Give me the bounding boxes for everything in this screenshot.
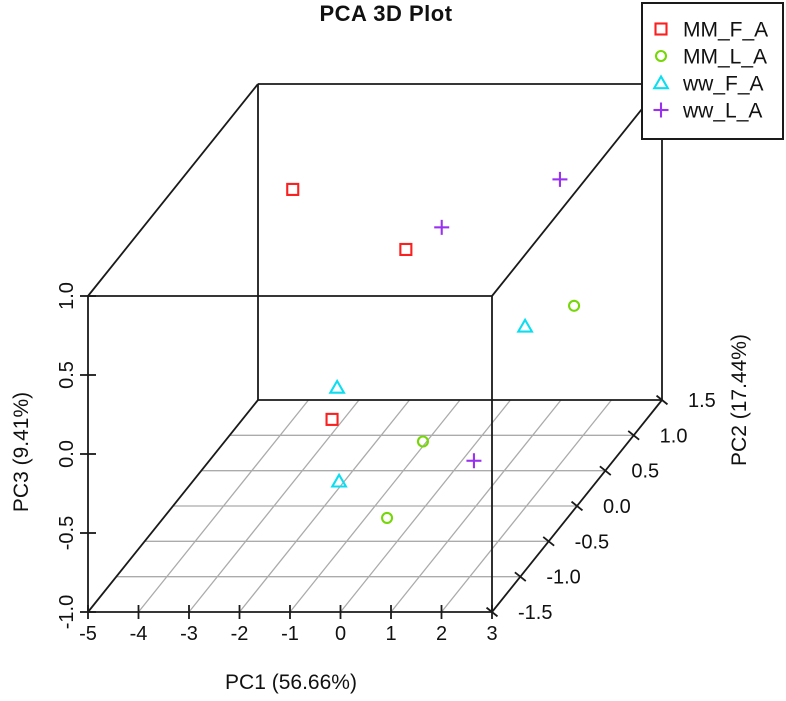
square-marker: [286, 182, 300, 196]
circle-marker: [380, 511, 394, 524]
square-marker: [325, 412, 339, 426]
pc2-tick-label: 0.0: [603, 496, 631, 518]
pc3-tick-label: 0.5: [56, 361, 78, 389]
legend-item-ww_F_A: ww_F_A: [652, 73, 764, 96]
pc1-tick-label: 2: [436, 623, 447, 645]
axis-titles: PC1 (56.66%) PC3 (9.41%) PC2 (17.44%): [10, 334, 751, 694]
legend-item-MM_L_A: MM_L_A: [654, 46, 767, 69]
pc1-tick-label: -3: [180, 623, 198, 645]
square-marker: [399, 242, 413, 257]
pc2-tick-label: -0.5: [575, 531, 609, 553]
pc1-tick-label: -4: [130, 623, 148, 645]
pc1-tick-label: -1: [281, 623, 299, 645]
pc2-tick-label: -1.5: [518, 602, 552, 624]
pc1-tick-label: -5: [79, 623, 97, 645]
pc2-tick-label: 1.0: [660, 425, 688, 447]
plus-marker: [434, 219, 450, 235]
legend-label: ww_F_A: [682, 73, 764, 96]
legend-item-MM_F_A: MM_F_A: [654, 19, 768, 42]
axis-ticks: [80, 295, 669, 619]
pc3-tick-label: 1.0: [56, 282, 78, 310]
legend: MM_F_A MM_L_A ww_F_A ww_L_A: [641, 2, 784, 140]
legend-label: ww_L_A: [682, 100, 762, 123]
legend-label: MM_F_A: [683, 19, 768, 42]
circle-marker: [568, 299, 581, 312]
pc2-tick-label: -1.0: [546, 567, 580, 589]
pc2-tick-label: 0.5: [631, 461, 659, 483]
series-ww_L_A: [434, 171, 568, 469]
pc1-tick-label: 1: [385, 623, 396, 645]
square-marker: [654, 22, 668, 36]
legend-label: MM_L_A: [683, 46, 767, 69]
plus-marker: [552, 171, 568, 187]
axis-label-pc3: PC3 (9.41%): [10, 392, 33, 512]
plus-marker: [653, 102, 669, 118]
triangle-marker: [652, 74, 670, 90]
triangle-marker: [328, 378, 346, 394]
pc1-tick-label: 0: [335, 623, 346, 645]
chart-title: PCA 3D Plot: [319, 1, 453, 26]
series-ww_F_A: [328, 317, 534, 488]
plus-marker: [466, 453, 482, 469]
floor-grid: [116, 399, 634, 613]
pc2-tick-label: 1.5: [688, 390, 716, 412]
axis-label-pc2: PC2 (17.44%): [728, 334, 751, 466]
tick-labels: -5 -4 -3 -2 -1 0 1 2 3-1.0-0.50.00.51.0-1.5-1.0-…: [56, 282, 716, 645]
circle-marker: [654, 49, 668, 63]
triangle-marker: [516, 317, 534, 333]
pc1-tick-label: 3: [486, 623, 497, 645]
series-MM_L_A: [380, 299, 581, 524]
pc3-tick-label: -0.5: [56, 516, 78, 550]
pc3-tick-label: -1.0: [56, 595, 78, 629]
legend-item-ww_L_A: ww_L_A: [653, 100, 762, 123]
pc1-tick-label: -2: [231, 623, 249, 645]
triangle-marker: [330, 472, 348, 488]
axis-label-pc1: PC1 (56.66%): [225, 671, 357, 694]
pc3-tick-label: 0.0: [56, 440, 78, 468]
circle-marker: [416, 435, 429, 448]
series-MM_F_A: [286, 182, 413, 426]
